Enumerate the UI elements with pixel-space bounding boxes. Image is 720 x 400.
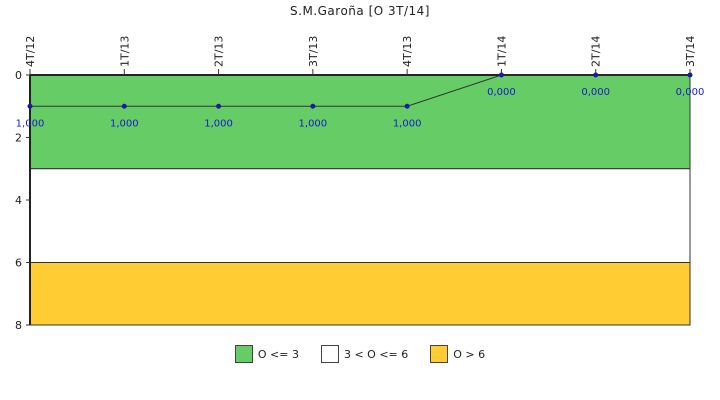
legend-swatch-white [320, 345, 339, 363]
data-point-4 [404, 103, 410, 109]
data-label-0: 1,000 [16, 118, 45, 129]
y-tick-label-4: 8 [15, 319, 22, 332]
series-line-0 [30, 74, 690, 107]
data-label-1: 1,000 [110, 118, 139, 129]
x-tick-label-4: 4T/13 [401, 36, 414, 67]
chart-plot: 0 2 4 6 8 4T/12 1T/13 2T/13 3T/13 4T/13 1T/14 2T/14… [15, 36, 705, 332]
data-label-6: 0,000 [581, 87, 610, 98]
data-point-1 [121, 103, 127, 109]
x-tick-label-0: 4T/12 [24, 36, 37, 67]
band-1 [29, 168, 691, 263]
x-tick-label-7: 3T/14 [684, 36, 697, 67]
data-point-0 [27, 103, 33, 109]
x-tick-label-3: 3T/13 [307, 36, 320, 67]
y-tick-label-2: 4 [15, 194, 22, 207]
legend: O <= 3 3 < O <= 6 O > 6 [0, 345, 720, 363]
data-label-4: 1,000 [393, 118, 422, 129]
data-point-7 [687, 72, 693, 78]
data-point-5 [498, 72, 504, 78]
x-tick-label-6: 2T/14 [590, 36, 603, 67]
band-2 [29, 262, 691, 326]
legend-swatch-yellow [430, 345, 449, 363]
chart-title: S.M.Garoña [O 3T/14] [290, 4, 430, 18]
data-point-2 [216, 103, 222, 109]
legend-item-yellow: O > 6 [430, 345, 485, 363]
x-tick-label-2: 2T/13 [213, 36, 226, 67]
x-tick-label-5: 1T/14 [495, 36, 508, 67]
legend-label-green: O <= 3 [257, 347, 299, 361]
data-label-3: 1,000 [299, 118, 328, 129]
legend-label-yellow: O > 6 [453, 347, 486, 361]
data-label-7: 0,000 [676, 87, 705, 98]
data-label-5: 0,000 [487, 87, 516, 98]
legend-item-green: O <= 3 [234, 345, 299, 363]
y-tick-label-0: 0 [15, 69, 22, 82]
x-tick-label-1: 1T/13 [118, 36, 131, 67]
y-tick-label-1: 2 [15, 132, 22, 145]
y-tick-label-3: 6 [15, 257, 22, 270]
data-label-2: 1,000 [204, 118, 233, 129]
data-point-6 [593, 72, 599, 78]
legend-label-white: 3 < O <= 6 [343, 347, 409, 361]
data-point-3 [310, 103, 316, 109]
legend-swatch-green [234, 345, 253, 363]
legend-item-white: 3 < O <= 6 [320, 345, 409, 363]
